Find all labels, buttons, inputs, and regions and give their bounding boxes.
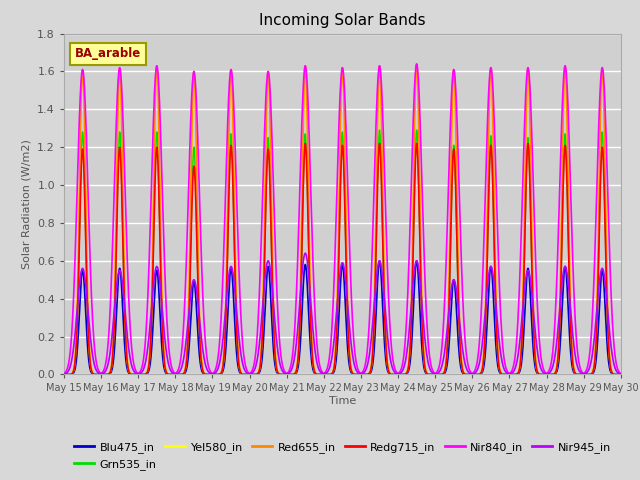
X-axis label: Time: Time (329, 396, 356, 406)
Y-axis label: Solar Radiation (W/m2): Solar Radiation (W/m2) (22, 139, 31, 269)
Legend: Blu475_in, Grn535_in, Yel580_in, Red655_in, Redg715_in, Nir840_in, Nir945_in: Blu475_in, Grn535_in, Yel580_in, Red655_… (70, 438, 616, 474)
Text: BA_arable: BA_arable (75, 48, 141, 60)
Title: Incoming Solar Bands: Incoming Solar Bands (259, 13, 426, 28)
